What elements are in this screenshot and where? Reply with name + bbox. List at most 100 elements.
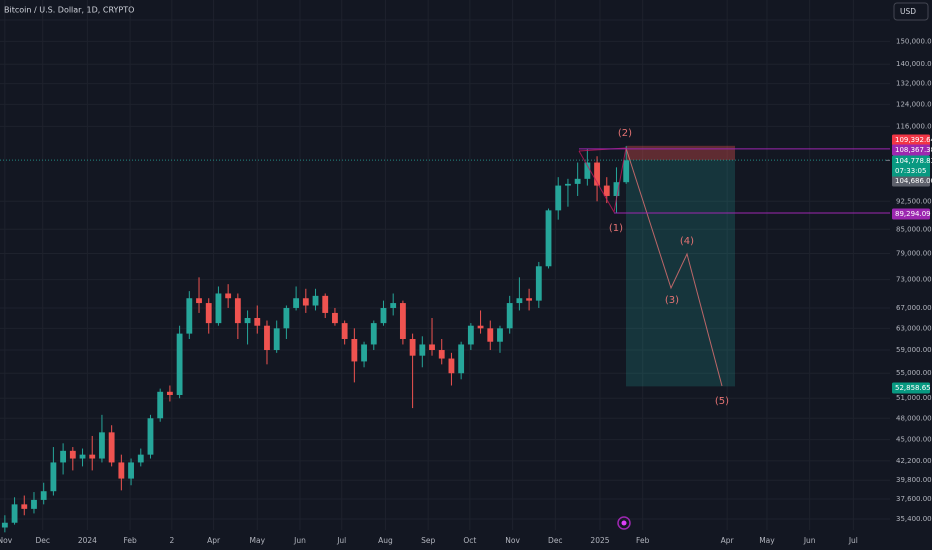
candle-body — [225, 293, 232, 299]
candle-body — [137, 454, 144, 463]
y-tick-label: 73,000.00 — [896, 276, 932, 284]
candle-body — [89, 454, 96, 459]
y-tick-label: 37,600.00 — [896, 495, 932, 503]
x-tick-label: 2 — [169, 536, 174, 545]
y-tick-label: 85,000.00 — [896, 225, 932, 233]
candle-body — [574, 178, 581, 184]
candle-body — [419, 344, 426, 356]
x-tick-label: Nov — [505, 536, 520, 545]
x-tick-label: Jun — [293, 536, 306, 545]
candle-body — [516, 298, 523, 304]
candle-body — [79, 454, 86, 459]
candle-body — [205, 303, 212, 324]
price-axis — [890, 0, 932, 532]
candle-body — [234, 298, 241, 324]
price-tag-label: 104,778.83 — [895, 157, 932, 165]
price-tag — [892, 134, 930, 146]
y-tick-label: 48,000.00 — [896, 414, 932, 422]
candle-body — [565, 183, 571, 186]
countdown-tag — [892, 165, 930, 177]
candle-body — [467, 325, 474, 345]
symbol-title: Bitcoin / U.S. Dollar, 1D, CRYPTO — [4, 6, 134, 15]
candle-body — [215, 293, 222, 324]
icon-dot[interactable] — [621, 520, 627, 526]
candle-body — [31, 499, 37, 509]
price-tag-label: 52,858.65 — [895, 384, 931, 392]
candle-body — [128, 462, 134, 479]
candle-body — [448, 358, 455, 374]
x-tick-label: Nov — [0, 536, 13, 545]
y-tick-label: 55,000.00 — [896, 369, 932, 377]
candle-body — [264, 325, 270, 351]
x-tick-label: Oct — [463, 536, 476, 545]
candle-body — [166, 391, 173, 395]
candle-body — [438, 350, 445, 359]
candle-body — [361, 344, 367, 362]
candle-body — [341, 323, 348, 339]
candle-body — [186, 298, 193, 334]
y-tick-label: 79,000.00 — [896, 249, 932, 257]
wave-projection — [625, 147, 723, 387]
y-tick-label: 63,000.00 — [896, 324, 932, 332]
candle-body — [409, 338, 416, 356]
wave-label: (5) — [715, 396, 729, 407]
x-tick-label: Feb — [636, 536, 650, 545]
x-tick-label: 2025 — [590, 536, 609, 545]
price-tag — [892, 208, 930, 220]
candle-body — [380, 307, 387, 324]
candle-body — [108, 432, 115, 463]
y-tick-label: 51,000.00 — [896, 394, 932, 402]
candle-body — [1, 522, 8, 528]
candle-body — [477, 325, 484, 329]
currency-button[interactable] — [893, 2, 929, 21]
x-tick-label: Feb — [123, 536, 137, 545]
candle-body — [273, 328, 280, 351]
candle-body — [21, 504, 28, 509]
candle-body — [196, 298, 202, 304]
candle-body — [370, 323, 377, 345]
y-tick-label: 67,000.00 — [896, 304, 932, 312]
candle-body — [99, 432, 105, 459]
wave-label: (1) — [609, 223, 623, 234]
x-tick-label: May — [250, 536, 266, 545]
candle-body — [497, 328, 503, 342]
candle-body — [399, 303, 406, 339]
x-tick-label: Jun — [803, 536, 816, 545]
y-tick-label: 140,000.00 — [896, 60, 932, 68]
candle-body — [50, 462, 57, 492]
stop-zone — [626, 145, 735, 161]
price-tag — [892, 382, 930, 394]
y-tick-label: 150,000.00 — [896, 37, 932, 45]
currency-label[interactable]: USD — [900, 7, 916, 16]
x-tick-label: 2024 — [78, 536, 97, 545]
candles — [1, 146, 630, 533]
candle-body — [293, 298, 300, 308]
candle-body — [118, 462, 125, 479]
wave-label: (4) — [680, 236, 694, 247]
y-tick-label: 92,500.00 — [896, 197, 932, 205]
y-tick-label: 132,000.00 — [896, 80, 932, 88]
x-tick-label: Dec — [35, 536, 50, 545]
axis-labels: 35,400.00 37,600.00 39,800.00 42,200.00 45,0… — [0, 37, 932, 545]
candle-body — [429, 344, 435, 351]
logo-icon[interactable] — [617, 516, 631, 530]
x-tick-label: May — [759, 536, 775, 545]
y-tick-label: 42,200.00 — [896, 457, 932, 465]
candle-body — [545, 210, 552, 267]
price-tag — [892, 175, 930, 187]
candle-body — [283, 307, 290, 329]
y-tick-label: 35,400.00 — [896, 515, 932, 523]
candle-body — [623, 160, 630, 183]
icon-ring[interactable] — [617, 516, 631, 530]
target-zone — [626, 160, 735, 387]
price-tag-label: 104,686.00 — [895, 177, 932, 185]
candle-body — [603, 185, 610, 196]
y-tick-label: 39,800.00 — [896, 476, 932, 484]
price-tag-label: 89,294.09 — [895, 210, 931, 218]
candle-body — [69, 450, 76, 459]
y-tick-label: 45,000.00 — [896, 436, 932, 444]
candle-body — [555, 185, 562, 211]
candle-body — [244, 317, 251, 324]
candle-body — [458, 344, 465, 374]
candle-body — [506, 303, 513, 329]
